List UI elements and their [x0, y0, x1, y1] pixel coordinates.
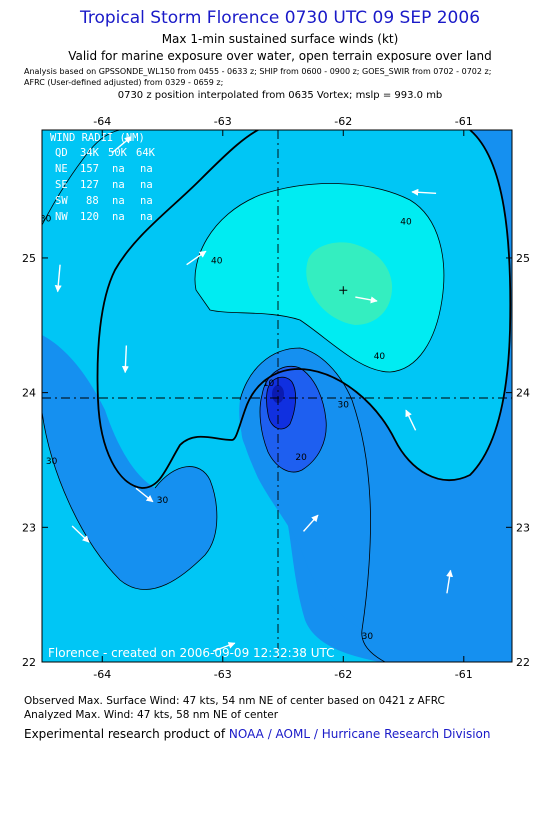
y-tick-label-right: 25 — [516, 252, 530, 265]
wind-radii-col-qd: QD — [55, 147, 68, 159]
wind-radii-cell: NE — [55, 163, 68, 175]
contour-40 — [194, 183, 445, 373]
eye-core — [272, 385, 284, 403]
contour-label: 30 — [157, 496, 169, 506]
y-tick-label-right: 23 — [516, 521, 530, 534]
x-tick-label-bottom: -62 — [334, 668, 352, 681]
wind-radii-col-50k: 50K — [108, 147, 128, 159]
wind-radii-cell: na — [112, 163, 125, 175]
wind-radii-cell: 127 — [80, 179, 99, 191]
observation-vectors — [54, 136, 454, 652]
wind-radii-cell: na — [112, 211, 125, 223]
y-tick-label-left: 22 — [22, 656, 36, 669]
x-tick-label-top: -61 — [455, 115, 473, 128]
wind-vector-arrow — [302, 514, 319, 532]
wind-radii-cell: na — [140, 195, 153, 207]
wind-vector-arrow — [411, 188, 437, 196]
contour-label: 40 — [211, 256, 223, 266]
wind-vector-arrow — [212, 642, 236, 652]
y-tick-label-left: 25 — [22, 252, 36, 265]
chart-subtitle: Max 1-min sustained surface winds (kt) — [161, 32, 399, 46]
wind-radii-row-ne: NE 157 na na — [55, 163, 153, 175]
wind-vector-arrow — [186, 250, 207, 266]
wind-radii-cell: na — [140, 211, 153, 223]
wind-radii-cell: 88 — [86, 195, 99, 207]
wind-radii-cell: 120 — [80, 211, 99, 223]
validity-note: Valid for marine exposure over water, op… — [68, 49, 492, 63]
contour-lines — [42, 183, 445, 662]
x-tick-label-top: -62 — [334, 115, 352, 128]
analysis-sources-line2: AFRC (User-defined adjusted) from 0329 -… — [24, 78, 224, 87]
wind-vector-arrow — [71, 525, 90, 543]
contour-30-west — [42, 411, 218, 590]
wind-vector-arrow — [446, 569, 454, 594]
contour-label: 30 — [362, 632, 374, 642]
wind-radii-cell: SW — [55, 195, 68, 207]
product-prefix: Experimental research product of — [24, 727, 229, 741]
max-wind-marker — [339, 286, 348, 295]
wind-radii-row-nw: NW 120 na na — [55, 211, 153, 223]
y-tick-label-right: 24 — [516, 387, 530, 400]
contour-field: 40 40 40 30 30 30 30 30 20 10 WIND RADII (NM) QD … — [40, 130, 512, 662]
axes: -64 -64 -63 -63 -62 -62 -61 -61 25 25 24 24 23 23 22 22 — [22, 115, 530, 681]
hrd-link[interactable]: NOAA / AOML / Hurricane Research Divisio… — [228, 727, 491, 741]
contour-label: 40 — [374, 352, 386, 362]
contour-label: 30 — [46, 457, 58, 467]
analyzed-max-wind: Analyzed Max. Wind: 47 kts, 58 nm NE of … — [24, 709, 279, 721]
contour-30-inner — [239, 347, 386, 662]
product-credit: Experimental research product of NOAA / … — [24, 727, 490, 741]
wind-core — [306, 242, 393, 325]
chart-title: Tropical Storm Florence 0730 UTC 09 SEP … — [79, 8, 481, 28]
wind-radii-cell: SE — [55, 179, 68, 191]
contour-34kt — [96, 130, 512, 489]
contour-label: 40 — [400, 217, 412, 227]
plot-frame — [41, 129, 513, 663]
observed-max-wind: Observed Max. Surface Wind: 47 kts, 54 n… — [24, 695, 445, 707]
contour-10 — [266, 376, 296, 430]
contour-label: 30 — [40, 215, 52, 225]
wind-radii-col-64k: 64K — [136, 147, 156, 159]
position-note: 0730 z position interpolated from 0635 V… — [117, 90, 443, 101]
credit-line: Florence - created on 2006-09-09 12:32:3… — [48, 646, 335, 660]
wind-radii-title: WIND RADII (NM) — [50, 132, 145, 144]
contour-30-nw — [42, 130, 121, 226]
contour-label: 10 — [263, 379, 275, 389]
x-tick-label-top: -63 — [214, 115, 232, 128]
x-tick-label-bottom: -63 — [214, 668, 232, 681]
contour-20 — [259, 366, 327, 473]
x-tick-label-bottom: -61 — [455, 668, 473, 681]
wind-radii-cell: na — [112, 195, 125, 207]
y-tick-label-left: 23 — [22, 521, 36, 534]
contour-labels: 40 40 40 30 30 30 30 30 20 10 — [40, 215, 412, 643]
wind-radii-cell: na — [140, 163, 153, 175]
wind-radii-cell: NW — [55, 211, 68, 223]
x-tick-label-bottom: -64 — [93, 668, 111, 681]
wind-radii-cell: na — [140, 179, 153, 191]
x-tick-label-top: -64 — [93, 115, 111, 128]
wind-radii-cell: 157 — [80, 163, 99, 175]
wind-vector-arrow — [121, 345, 129, 374]
wind-vector-arrow — [54, 264, 62, 293]
analysis-sources-line1: Analysis based on GPSSONDE_WL150 from 04… — [24, 67, 492, 76]
wind-vector-arrow — [135, 487, 154, 503]
wind-vector-arrow — [111, 136, 132, 154]
wind-vector-arrow — [405, 409, 417, 431]
band-30-40-westrim — [42, 335, 217, 590]
wind-radii-table: WIND RADII (NM) QD 34K 50K 64K NE 157 na… — [50, 132, 156, 223]
y-tick-label-left: 24 — [22, 387, 36, 400]
wind-radii-row-se: SE 127 na na — [55, 179, 153, 191]
contour-label: 30 — [338, 400, 350, 410]
wind-radii-cell: na — [112, 179, 125, 191]
contour-label: 20 — [295, 453, 307, 463]
wind-radii-col-34k: 34K — [80, 147, 100, 159]
wind-radii-header: QD 34K 50K 64K — [55, 147, 156, 159]
wind-radii-row-sw: SW 88 na na — [55, 195, 153, 207]
wind-vector-arrow — [355, 296, 378, 304]
y-tick-label-right: 22 — [516, 656, 530, 669]
